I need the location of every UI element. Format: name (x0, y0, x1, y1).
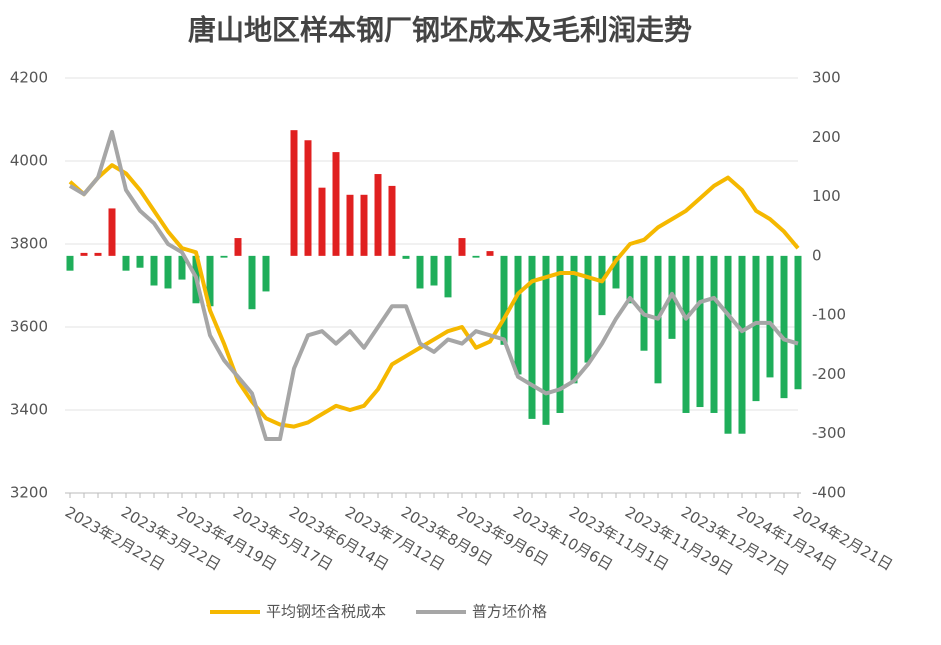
bar (640, 255, 648, 351)
bar (136, 255, 144, 268)
bar (626, 255, 634, 304)
bar (472, 255, 480, 258)
bar (206, 255, 214, 307)
bar (262, 255, 270, 292)
y2-tick-label: 300 (812, 69, 841, 87)
y-tick-label: 3400 (10, 401, 48, 419)
bar (234, 238, 242, 256)
bar (318, 187, 326, 256)
bar (164, 255, 172, 289)
bar (794, 255, 802, 390)
y2-tick-label: 100 (812, 187, 841, 205)
y2-tick-label: -100 (812, 306, 846, 324)
bar (388, 185, 396, 256)
bar (570, 255, 578, 384)
bar (416, 255, 424, 289)
bar (122, 255, 130, 271)
y-tick-label: 4000 (10, 152, 48, 170)
bar (780, 255, 788, 399)
bar (724, 255, 732, 434)
y-tick-label: 3200 (10, 484, 48, 502)
bar (528, 255, 536, 419)
y2-tick-label: 200 (812, 128, 841, 146)
bar (514, 255, 522, 375)
bar (346, 194, 354, 256)
chart-title: 唐山地区样本钢厂钢坯成本及毛利润走势 (188, 14, 692, 47)
x-tick-label: 2023年2月22日 (62, 503, 168, 574)
bar (584, 255, 592, 363)
bar (682, 255, 690, 413)
y2-tick-label: -400 (812, 484, 846, 502)
bar (304, 140, 312, 256)
bar (444, 255, 452, 298)
bar (430, 255, 438, 286)
bar (500, 255, 508, 345)
bar (66, 255, 74, 271)
bar (710, 255, 718, 413)
bar (94, 252, 102, 256)
bar (486, 251, 494, 256)
bar (290, 130, 298, 256)
bar (766, 255, 774, 378)
bar (248, 255, 256, 310)
legend-label: 平均钢坯含税成本 (266, 603, 386, 621)
y2-tick-label: 0 (812, 246, 822, 264)
bar (80, 252, 88, 256)
bar (458, 238, 466, 256)
bar (752, 255, 760, 402)
bar (178, 255, 186, 280)
bar (360, 194, 368, 256)
line (68, 129, 799, 442)
bar (402, 255, 410, 259)
legend-label: 普方坯价格 (472, 603, 547, 621)
y-tick-label: 3800 (10, 235, 48, 253)
bar (108, 208, 116, 256)
bar (220, 255, 228, 258)
bar (598, 255, 606, 316)
bar (542, 255, 550, 425)
line (68, 163, 800, 429)
bar (556, 255, 564, 413)
bar (738, 255, 746, 434)
y-tick-label: 4200 (10, 69, 48, 87)
bar (332, 152, 340, 256)
bar (374, 174, 382, 256)
bar (150, 255, 158, 286)
y-tick-label: 3600 (10, 318, 48, 336)
y2-tick-label: -200 (812, 365, 846, 383)
bar (696, 255, 704, 408)
y2-tick-label: -300 (812, 424, 846, 442)
bar (612, 255, 620, 289)
